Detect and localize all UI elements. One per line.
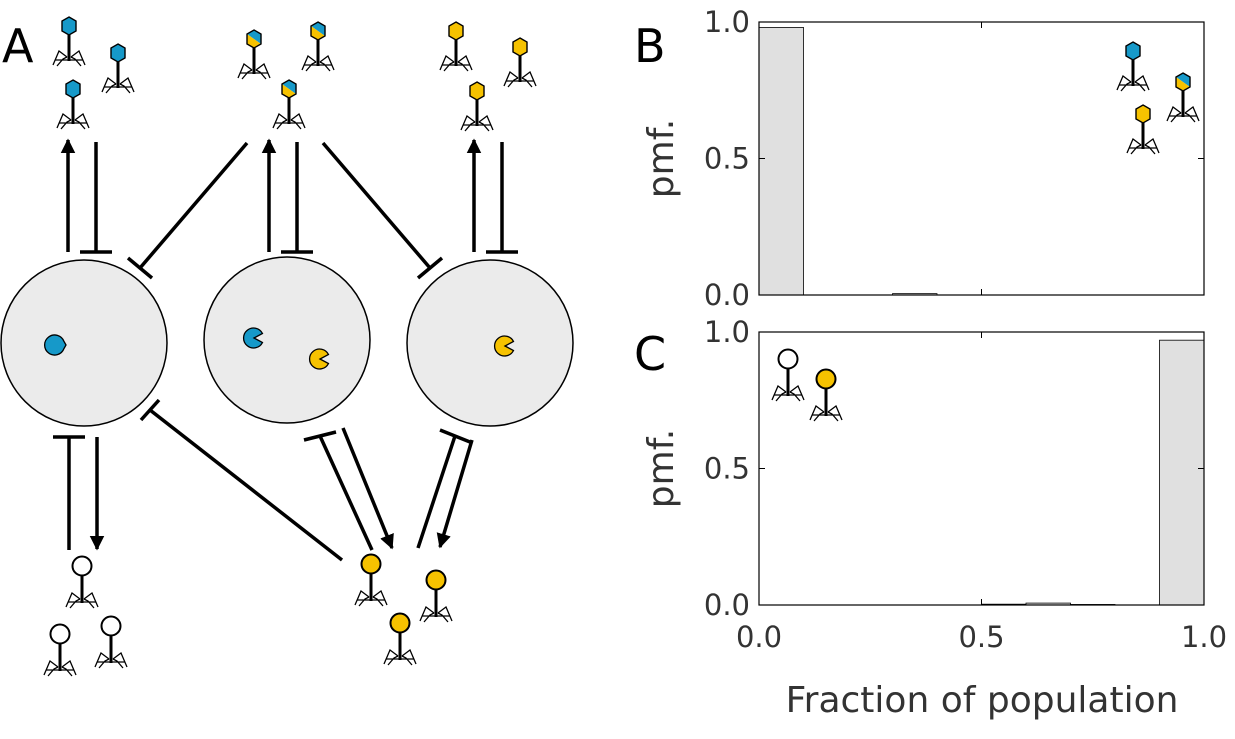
half-blue-half-yellow-hex-phage-icon — [272, 79, 306, 130]
cell-left — [0, 259, 168, 427]
x-axis-label: Fraction of population — [786, 680, 1179, 721]
white-round-phage-icon — [94, 615, 128, 669]
half-blue-half-yellow-hex-phage-icon — [237, 29, 271, 80]
yellow-round-phage-icon — [419, 569, 453, 623]
yellow-hex-phage-icon — [439, 21, 473, 72]
yellow-hex-phage-icon — [460, 81, 494, 132]
white-round-phage-icon — [43, 623, 77, 677]
yellow-hex-phage-icon — [1126, 104, 1160, 155]
cell-middle — [203, 256, 371, 424]
yellow-hex-phage-icon — [503, 37, 537, 88]
blue-hex-phage-icon — [1116, 41, 1150, 92]
y-axis-label: pmf. — [641, 429, 682, 508]
yellow-round-phage-icon — [354, 553, 388, 607]
y-tick-label: 0.5 — [704, 452, 750, 486]
cell-right — [406, 259, 574, 427]
half-blue-half-yellow-hex-phage-icon — [1166, 72, 1200, 123]
blue-hex-phage-icon — [52, 16, 86, 67]
panel-a: A — [0, 16, 574, 677]
y-tick-label: 0.0 — [704, 588, 750, 622]
histogram-bar — [758, 27, 804, 296]
yellow-receptor-icon — [309, 348, 330, 370]
yellow-round-phage-icon — [383, 612, 417, 666]
histogram-bar — [1159, 339, 1205, 606]
blue-hex-phage-icon — [56, 79, 90, 130]
y-tick-label: 1.0 — [704, 5, 750, 39]
blue-receptor-icon — [243, 327, 264, 349]
y-tick-label: 0.5 — [704, 142, 750, 176]
x-tick-label: 1.0 — [1181, 620, 1227, 654]
panel-label-b: B — [634, 19, 666, 73]
blue-hex-phage-icon — [101, 43, 135, 94]
white-round-phage-icon — [771, 348, 805, 402]
legend-phages — [771, 41, 1200, 422]
plot-frame — [758, 21, 1205, 296]
x-tick-label: 0.5 — [958, 620, 1004, 654]
y-tick-label: 1.0 — [704, 315, 750, 349]
chart-c: C 0.0 0.5 1.0 0.0 0.5 1.0 pmf. — [634, 315, 1227, 654]
half-blue-half-yellow-hex-phage-icon — [301, 21, 335, 72]
white-round-phage-icon — [65, 555, 99, 609]
panel-label-c: C — [634, 327, 666, 381]
phage-group — [43, 16, 537, 677]
x-tick-label: 0.0 — [736, 620, 782, 654]
chart-b: B 0.0 0.5 1.0 pmf. — [634, 5, 1205, 312]
y-tick-label: 0.0 — [704, 278, 750, 312]
y-axis-label: pmf. — [641, 119, 682, 198]
yellow-round-phage-icon — [809, 368, 843, 422]
connections — [53, 138, 518, 562]
panel-label-a: A — [2, 19, 34, 73]
blue-receptor-icon — [43, 334, 67, 356]
yellow-receptor-icon — [494, 335, 515, 357]
